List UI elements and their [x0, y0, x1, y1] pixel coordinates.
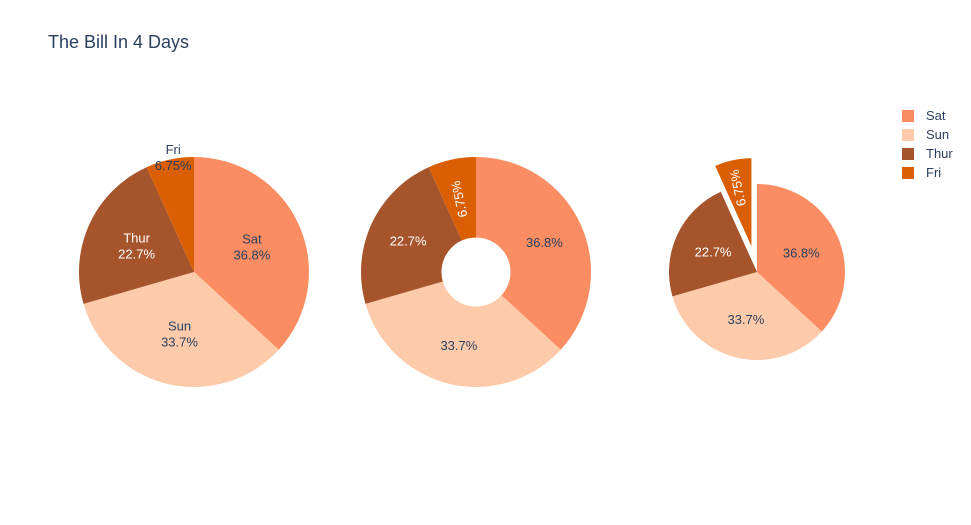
slice-sat[interactable]	[194, 157, 309, 350]
slice-sun[interactable]	[83, 272, 279, 387]
legend-swatch-thur	[902, 147, 914, 160]
pie-pie: Sat 36.8% Sun 33.7% Thur 22.7% Fri 6.75%	[79, 142, 309, 387]
slice-sat[interactable]	[757, 184, 845, 332]
slice-label-sat: 36.8%	[526, 235, 563, 250]
slice-label-sun: 33.7%	[727, 312, 764, 327]
slice-sun[interactable]	[672, 272, 822, 360]
legend-label-sat: Sat	[926, 108, 946, 123]
slice-sat[interactable]	[476, 157, 591, 350]
legend-swatch-fri	[902, 166, 914, 179]
slice-thur[interactable]	[79, 167, 194, 304]
legend-label-thur: Thur	[926, 146, 953, 161]
slice-label-thur: 22.7%	[695, 245, 732, 260]
slice-label-sun: Sun 33.7%	[161, 319, 198, 350]
pie-pulled: 36.8%33.7%22.7%6.75%	[669, 158, 845, 360]
slice-label-thur: Thur 22.7%	[118, 230, 155, 261]
slice-label-sat: Sat 36.8%	[233, 232, 270, 263]
slice-sun[interactable]	[365, 281, 561, 387]
legend[interactable]: Sat Sun Thur Fri	[902, 106, 953, 182]
legend-label-fri: Fri	[926, 165, 942, 180]
slice-label-sat: 36.8%	[783, 246, 820, 261]
legend-label-sun: Sun	[926, 127, 950, 142]
slice-fri[interactable]	[428, 157, 476, 241]
slice-thur[interactable]	[361, 167, 462, 304]
slice-thur[interactable]	[669, 191, 757, 297]
pie-donut: 36.8%33.7%22.7%6.75%	[361, 157, 591, 387]
legend-item-sat[interactable]: Sat	[902, 106, 953, 125]
legend-item-thur[interactable]: Thur	[902, 144, 953, 163]
slice-label-thur: 22.7%	[390, 234, 427, 249]
legend-item-sun[interactable]: Sun	[902, 125, 953, 144]
slice-label-fri: Fri 6.75%	[155, 142, 192, 173]
legend-item-fri[interactable]: Fri	[902, 163, 953, 182]
legend-swatch-sat	[902, 109, 914, 122]
slice-fri[interactable]	[715, 158, 752, 247]
slice-label-sun: 33.7%	[440, 338, 477, 353]
chart-title: The Bill In 4 Days	[48, 32, 190, 52]
legend-swatch-sun	[902, 128, 914, 141]
slice-fri[interactable]	[146, 157, 194, 272]
